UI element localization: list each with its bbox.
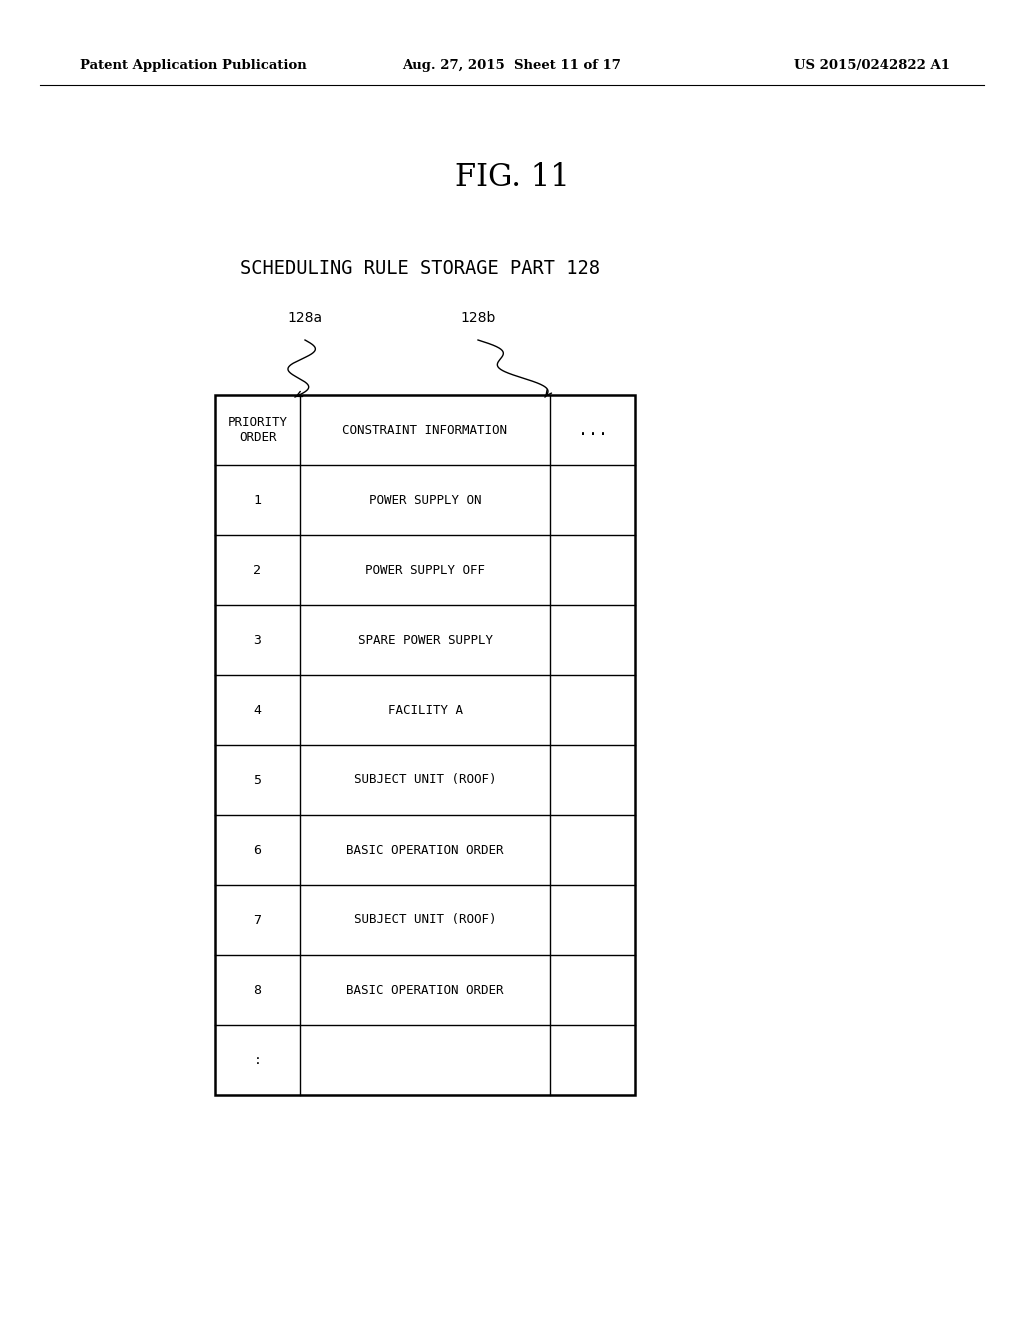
Bar bbox=[215, 395, 635, 1096]
Text: SUBJECT UNIT (ROOF): SUBJECT UNIT (ROOF) bbox=[353, 774, 497, 787]
Text: 8: 8 bbox=[254, 983, 261, 997]
Text: US 2015/0242822 A1: US 2015/0242822 A1 bbox=[794, 58, 950, 71]
Text: 3: 3 bbox=[254, 634, 261, 647]
Text: :: : bbox=[254, 1053, 261, 1067]
Text: BASIC OPERATION ORDER: BASIC OPERATION ORDER bbox=[346, 843, 504, 857]
Text: SUBJECT UNIT (ROOF): SUBJECT UNIT (ROOF) bbox=[353, 913, 497, 927]
Text: POWER SUPPLY ON: POWER SUPPLY ON bbox=[369, 494, 481, 507]
Text: FIG. 11: FIG. 11 bbox=[455, 162, 569, 194]
Text: PRIORITY
ORDER: PRIORITY ORDER bbox=[227, 416, 288, 444]
Text: SCHEDULING RULE STORAGE PART 128: SCHEDULING RULE STORAGE PART 128 bbox=[240, 259, 600, 277]
Text: Patent Application Publication: Patent Application Publication bbox=[80, 58, 307, 71]
Text: ...: ... bbox=[578, 421, 607, 440]
Text: 5: 5 bbox=[254, 774, 261, 787]
Text: CONSTRAINT INFORMATION: CONSTRAINT INFORMATION bbox=[342, 424, 508, 437]
Text: FACILITY A: FACILITY A bbox=[387, 704, 463, 717]
Text: 2: 2 bbox=[254, 564, 261, 577]
Text: SPARE POWER SUPPLY: SPARE POWER SUPPLY bbox=[357, 634, 493, 647]
Text: 1: 1 bbox=[254, 494, 261, 507]
Text: POWER SUPPLY OFF: POWER SUPPLY OFF bbox=[365, 564, 485, 577]
Text: 128b: 128b bbox=[461, 312, 496, 325]
Text: 7: 7 bbox=[254, 913, 261, 927]
Text: 128a: 128a bbox=[288, 312, 323, 325]
Text: 6: 6 bbox=[254, 843, 261, 857]
Text: BASIC OPERATION ORDER: BASIC OPERATION ORDER bbox=[346, 983, 504, 997]
Text: Aug. 27, 2015  Sheet 11 of 17: Aug. 27, 2015 Sheet 11 of 17 bbox=[402, 58, 622, 71]
Text: 4: 4 bbox=[254, 704, 261, 717]
